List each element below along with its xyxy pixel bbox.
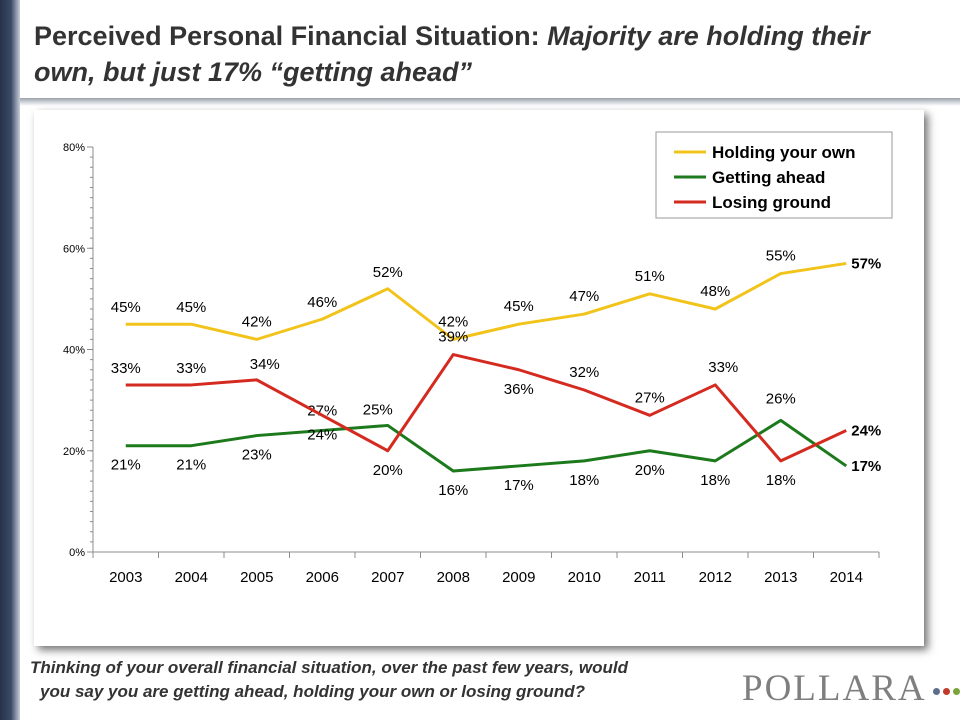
series-line [125, 418, 848, 473]
legend-label: Getting ahead [712, 168, 825, 187]
data-label: 46% [307, 294, 337, 311]
legend-label: Losing ground [712, 193, 831, 212]
data-label: 48% [700, 283, 730, 300]
data-label: 33% [176, 360, 206, 377]
data-label: 34% [250, 356, 280, 373]
data-label: 17% [504, 477, 534, 494]
x-tick-label: 2006 [306, 569, 339, 586]
logo-wordmark: POLLARA [742, 667, 927, 709]
question-line-1: Thinking of your overall financial situa… [30, 658, 628, 677]
data-label: 45% [504, 298, 534, 315]
series-line [125, 261, 847, 341]
x-tick-label: 2012 [699, 569, 732, 586]
data-label: 23% [242, 447, 272, 464]
data-label: 20% [635, 462, 665, 479]
x-tick-label: 2009 [502, 569, 535, 586]
data-label: 52% [373, 264, 403, 281]
title-italic: Majority are holding their own, but just… [34, 21, 870, 87]
left-accent-bar [0, 0, 20, 720]
data-label: 26% [766, 390, 796, 407]
data-label: 20% [373, 462, 403, 479]
data-label: 24% [307, 426, 337, 443]
title-divider [20, 98, 960, 106]
question-line-2: you say you are getting ahead, holding y… [40, 682, 585, 701]
logo-dot [932, 687, 940, 695]
data-label: 36% [504, 381, 534, 398]
title-main: Perceived Personal Financial Situation: [34, 21, 548, 51]
data-label: 55% [766, 248, 796, 265]
data-label: 39% [438, 329, 468, 346]
y-tick-label: 20% [63, 446, 85, 458]
data-label: 51% [635, 268, 665, 285]
data-label: 21% [176, 457, 206, 474]
x-tick-label: 2007 [371, 569, 404, 586]
y-tick-label: 60% [63, 243, 85, 255]
y-tick-label: 0% [69, 547, 85, 559]
data-label: 17% [851, 458, 881, 475]
legend-label: Holding your own [712, 143, 856, 162]
data-label: 45% [111, 299, 141, 316]
data-label: 47% [569, 288, 599, 305]
data-label: 27% [635, 389, 665, 406]
page-title: Perceived Personal Financial Situation: … [34, 18, 934, 90]
x-tick-label: 2011 [634, 569, 666, 586]
x-tick-label: 2014 [830, 569, 863, 586]
series-line [125, 353, 847, 463]
data-label: 45% [176, 299, 206, 316]
data-label: 16% [438, 482, 468, 499]
logo-dot [952, 687, 960, 695]
data-label: 42% [438, 313, 468, 330]
data-label: 32% [569, 364, 599, 381]
x-tick-label: 2013 [764, 569, 797, 586]
data-label: 24% [851, 423, 881, 440]
data-label: 57% [851, 255, 881, 272]
survey-question: Thinking of your overall financial situa… [30, 656, 730, 704]
legend-box [655, 131, 893, 219]
x-tick-label: 2005 [240, 569, 273, 586]
y-tick-label: 80% [63, 142, 85, 154]
data-label: 27% [307, 403, 337, 420]
y-tick-label: 40% [63, 345, 85, 357]
x-tick-label: 2003 [109, 569, 142, 586]
data-label: 18% [700, 472, 730, 489]
pollara-logo: POLLARA [742, 667, 960, 709]
x-tick-label: 2004 [175, 569, 208, 586]
data-label: 21% [111, 457, 141, 474]
x-tick-label: 2008 [437, 569, 470, 586]
chart-panel: 0% 20% 40% 60% 80% 2003 2004 2005 2006 2007 2008 20… [34, 110, 924, 646]
data-label: 18% [569, 472, 599, 489]
data-label: 33% [708, 359, 738, 376]
x-tick-label: 2010 [568, 569, 601, 586]
logo-dot [942, 687, 950, 695]
data-label: 42% [242, 313, 272, 330]
logo-dots [930, 687, 960, 695]
data-label: 18% [766, 472, 796, 489]
line-chart: 0% 20% 40% 60% 80% 2003 2004 2005 2006 2007 2008 20… [63, 131, 893, 586]
data-label: 25% [363, 401, 393, 418]
data-label: 33% [111, 360, 141, 377]
